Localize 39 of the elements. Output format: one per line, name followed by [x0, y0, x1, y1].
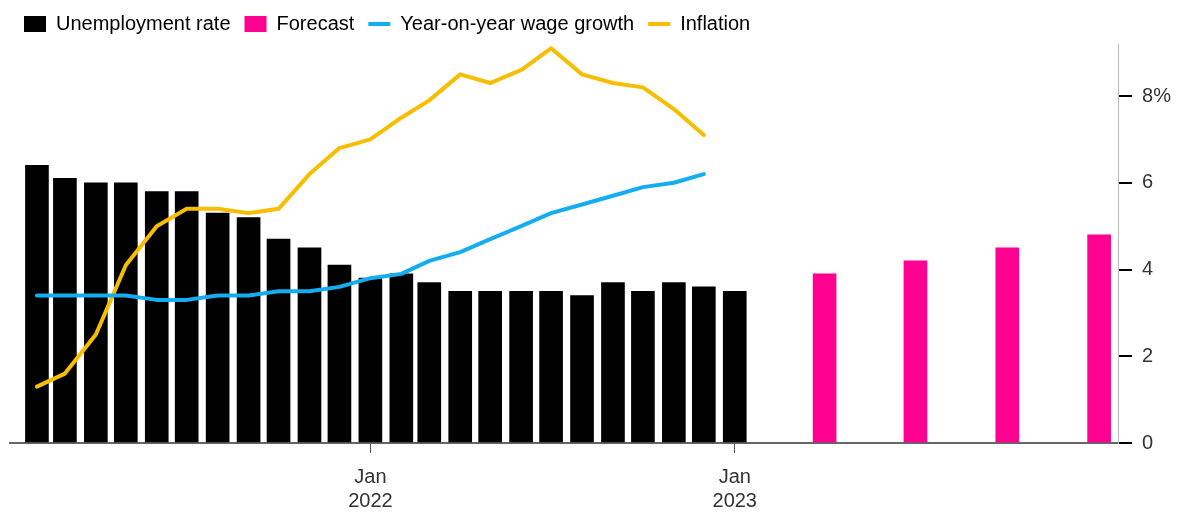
- bar: [205, 212, 230, 443]
- bar: [417, 282, 442, 443]
- bar: [327, 264, 352, 443]
- bar: [236, 217, 261, 443]
- bar: [174, 191, 199, 443]
- bar: [662, 282, 686, 443]
- bar: [53, 178, 77, 443]
- bar: [903, 260, 928, 443]
- bar: [539, 290, 563, 443]
- bar: [144, 191, 169, 443]
- bar: [297, 247, 322, 443]
- legend-label: Year-on-year wage growth: [400, 11, 635, 34]
- x-tick-label: Jan 2023: [712, 464, 757, 511]
- bar: [601, 282, 625, 443]
- bar: [389, 273, 414, 443]
- bar: [509, 290, 533, 443]
- legend-label: Inflation: [680, 11, 751, 34]
- bar: [631, 290, 655, 443]
- bar: [812, 273, 837, 443]
- bar: [570, 295, 594, 443]
- bar: [358, 277, 383, 443]
- bar: [448, 290, 473, 443]
- bar: [995, 247, 1020, 443]
- legend-label: Forecast: [276, 11, 355, 34]
- y-tick-label: 4: [1142, 257, 1154, 280]
- bar: [1087, 234, 1111, 443]
- y-tick-label: 8%: [1142, 83, 1172, 106]
- bar: [113, 182, 138, 443]
- bar: [25, 165, 49, 443]
- y-tick-label: 6: [1142, 170, 1154, 193]
- bar: [84, 182, 108, 443]
- bar: [478, 290, 502, 443]
- y-tick-label: 2: [1142, 343, 1154, 366]
- y-tick-label: 0: [1142, 430, 1154, 453]
- bar: [266, 238, 291, 443]
- bar: [722, 290, 747, 443]
- legend-label: Unemployment rate: [56, 11, 231, 34]
- bar: [691, 286, 716, 443]
- x-tick-label: Jan 2022: [348, 464, 393, 511]
